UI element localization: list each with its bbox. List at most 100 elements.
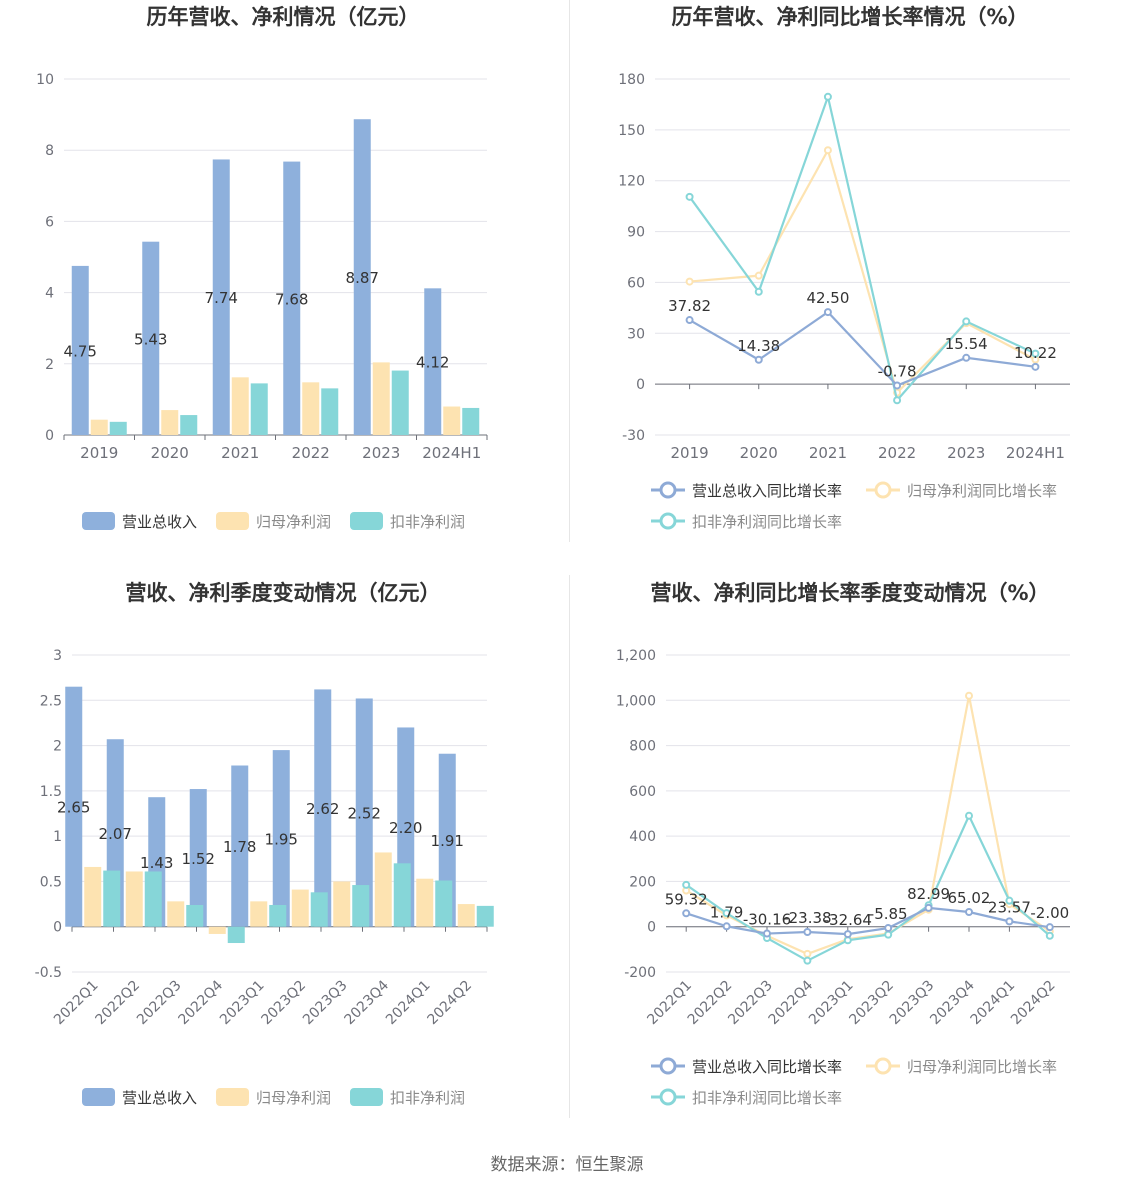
legend-label: 扣非净利润 (390, 513, 465, 531)
point-1-2020 (754, 271, 763, 280)
bar-2-2022 (321, 388, 339, 435)
legend-marker (659, 1057, 677, 1075)
y-tick-label: 0 (636, 377, 645, 393)
revenue-growth-label: -30.16 (743, 911, 791, 929)
y-tick-label: -30 (622, 428, 645, 444)
legend-marker (659, 481, 677, 499)
bar-1-2023Q1 (250, 901, 268, 927)
y-tick-label: 4 (45, 286, 54, 302)
revenue-value-label: 1.43 (140, 854, 173, 872)
x-tick-label: 2020 (740, 444, 778, 462)
y-tick-label: -0.5 (35, 965, 62, 981)
bar-2-2022Q4 (227, 926, 245, 944)
y-tick-label: 2.5 (40, 693, 62, 709)
y-tick-label: 0 (53, 920, 62, 936)
x-tick-label: 2022Q1 (51, 978, 102, 1029)
column-divider-top (569, 0, 570, 542)
revenue-growth-label: 23.57 (988, 898, 1031, 916)
bar-2-2020 (180, 415, 198, 435)
bar-2-2022Q3 (186, 904, 204, 927)
point-0-2023Q3 (924, 903, 933, 912)
annual-revenue-profit-chart: 历年营收、净利情况（亿元） 0 2 4 6 8 10 2019 2020 2021 2022 2023… (36, 5, 488, 531)
y-tick-label: 0 (45, 428, 54, 444)
bar-1-2023Q3 (333, 881, 351, 927)
legend-marker (874, 481, 892, 499)
bar-2-2024H1 (462, 407, 480, 435)
legend-swatch (350, 1088, 383, 1106)
revenue-growth-label: 59.32 (665, 890, 708, 908)
point-2-2024H1 (1031, 349, 1040, 358)
bar-1-2019 (90, 419, 108, 435)
revenue-growth-label: -0.78 (878, 362, 917, 380)
legend-label: 归母净利润 (256, 1089, 331, 1107)
x-tick-label: 2019 (670, 444, 708, 462)
point-1-2023Q4 (965, 691, 973, 700)
bar-1-2022Q4 (208, 926, 226, 934)
point-0-2021 (823, 308, 832, 317)
point-2-2022Q2 (722, 909, 731, 918)
quarterly-revenue-profit-chart: 营收、净利季度变动情况（亿元）-0.500.511.522.532022Q120… (35, 581, 494, 1107)
point-0-2024H1 (1031, 362, 1040, 371)
y-tick-label: 2 (45, 357, 54, 373)
bar-0-2022 (283, 161, 301, 436)
bar-0-2019 (71, 265, 89, 435)
legend-label: 归母净利润同比增长率 (907, 482, 1057, 500)
series-line-2 (685, 813, 1051, 962)
revenue-growth-label: 65.02 (948, 889, 991, 907)
x-tick-label: 2022Q2 (92, 978, 143, 1029)
bar-0-2023Q4 (355, 698, 373, 927)
point-2-2022 (893, 396, 902, 405)
legend-item: 扣非净利润 (350, 1088, 465, 1107)
revenue-value-label: 5.43 (134, 330, 167, 348)
legend-item: 归母净利润 (216, 512, 331, 531)
legend-item: 营业总收入 (82, 512, 197, 531)
revenue-value-label: 2.07 (99, 825, 132, 843)
legend-marker (874, 1057, 892, 1075)
point-0-2019 (685, 316, 694, 325)
point-0-2023Q2 (884, 924, 893, 933)
x-tick-label: 2023Q3 (300, 978, 351, 1029)
annual-growth-rate-chart: 历年营收、净利同比增长率情况（%） -30 0 30 60 90 120 150 180 2019… (618, 5, 1070, 531)
y-tick-label: 1,200 (616, 648, 656, 664)
point-2-2023Q4 (965, 811, 973, 820)
point-0-2020 (754, 355, 763, 364)
x-tick-label: 2021 (809, 444, 847, 462)
bar-2-2022Q2 (144, 871, 162, 927)
y-tick-label: 8 (45, 143, 54, 159)
bar-0-2023Q2 (272, 750, 290, 927)
bar-2-2022Q1 (103, 870, 121, 927)
chart-title: 营收、净利同比增长率季度变动情况（%） (650, 581, 1049, 605)
bar-2-2023Q4 (393, 863, 411, 927)
x-tick-label: 2023Q1 (217, 978, 268, 1029)
legend-item: 归母净利润同比增长率 (866, 481, 1057, 500)
point-0-2022 (893, 381, 902, 390)
point-0-2023 (962, 353, 971, 362)
y-tick-label: 200 (629, 874, 656, 890)
point-1-2021 (823, 146, 832, 155)
revenue-value-label: 7.74 (205, 289, 238, 307)
revenue-value-label: 2.52 (348, 805, 381, 823)
revenue-growth-label: -23.38 (783, 909, 831, 927)
bar-1-2022 (302, 382, 320, 435)
point-0-2022Q2 (722, 922, 731, 931)
bar-0-2023Q1 (231, 765, 249, 927)
bar-1-2022Q1 (84, 866, 102, 927)
legend-label: 扣非净利润同比增长率 (692, 513, 842, 531)
legend-marker (659, 1088, 677, 1106)
bar-0-2023Q3 (314, 689, 332, 927)
point-2-2024Q2 (1045, 931, 1054, 940)
y-tick-label: 10 (36, 72, 54, 88)
legend-marker (659, 512, 677, 530)
column-divider-bottom (569, 575, 570, 1118)
legend-label: 扣非净利润同比增长率 (692, 1089, 842, 1107)
y-tick-label: 60 (627, 275, 645, 291)
point-2-2023Q1 (843, 936, 852, 945)
y-tick-label: 800 (629, 739, 656, 755)
y-tick-label: 0.5 (40, 874, 62, 890)
point-1-2022Q4 (803, 949, 812, 958)
legend-item: 扣非净利润同比增长率 (651, 1088, 842, 1107)
legend-label: 营业总收入同比增长率 (692, 1058, 842, 1076)
point-2-2020 (754, 287, 763, 296)
revenue-growth-label: -32.64 (824, 911, 872, 929)
bar-1-2021 (231, 377, 249, 435)
